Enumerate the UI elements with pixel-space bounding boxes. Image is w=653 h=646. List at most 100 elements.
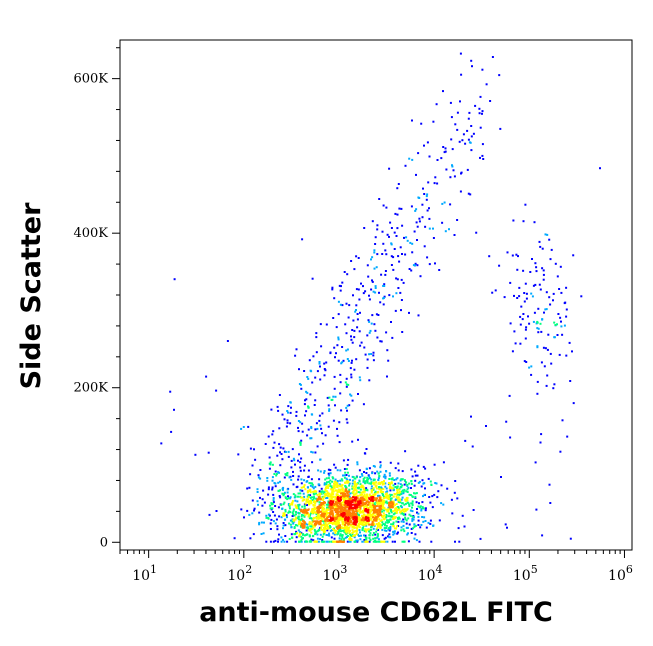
event-point bbox=[348, 474, 350, 477]
event-point bbox=[304, 540, 306, 543]
event-point bbox=[402, 540, 405, 543]
event-point bbox=[436, 182, 439, 185]
event-point bbox=[401, 484, 404, 487]
event-point bbox=[530, 365, 533, 368]
event-point bbox=[303, 505, 306, 508]
event-point bbox=[389, 489, 392, 492]
event-point bbox=[440, 502, 443, 505]
event-point bbox=[357, 499, 360, 502]
event-point bbox=[356, 539, 359, 542]
event-point bbox=[303, 370, 306, 372]
event-point bbox=[344, 507, 347, 510]
event-point bbox=[345, 406, 348, 409]
event-point bbox=[347, 529, 350, 532]
event-point bbox=[443, 151, 446, 154]
event-point bbox=[339, 498, 342, 501]
event-point bbox=[402, 281, 405, 284]
event-point bbox=[370, 528, 373, 531]
event-point bbox=[323, 516, 326, 519]
event-point bbox=[336, 513, 339, 515]
event-point bbox=[381, 534, 384, 537]
event-point bbox=[324, 369, 327, 372]
event-point bbox=[303, 524, 306, 527]
event-point bbox=[372, 516, 374, 519]
event-point bbox=[371, 489, 374, 492]
event-point bbox=[529, 271, 532, 273]
event-point bbox=[357, 510, 360, 513]
event-point bbox=[413, 523, 416, 526]
event-point bbox=[317, 483, 320, 486]
event-point bbox=[344, 523, 346, 526]
event-point bbox=[548, 238, 551, 241]
event-point bbox=[332, 503, 335, 506]
event-point bbox=[344, 481, 347, 484]
event-point bbox=[339, 469, 342, 472]
event-point bbox=[412, 518, 415, 521]
event-point bbox=[569, 537, 572, 540]
event-point bbox=[265, 514, 268, 517]
event-point bbox=[320, 540, 323, 543]
event-point bbox=[279, 480, 281, 483]
event-point bbox=[297, 495, 299, 498]
event-point bbox=[327, 508, 329, 511]
event-point bbox=[329, 529, 332, 532]
event-point bbox=[313, 506, 316, 509]
event-point bbox=[363, 513, 366, 516]
event-point bbox=[331, 491, 334, 494]
event-point bbox=[341, 529, 344, 532]
event-point bbox=[350, 498, 353, 501]
event-point bbox=[397, 183, 400, 185]
event-point bbox=[534, 461, 537, 464]
event-point bbox=[346, 409, 348, 412]
event-point bbox=[378, 291, 380, 294]
event-point bbox=[376, 523, 379, 526]
event-point bbox=[271, 433, 274, 436]
event-point bbox=[329, 352, 332, 355]
event-point bbox=[311, 381, 314, 384]
event-point bbox=[395, 277, 398, 280]
event-point bbox=[291, 448, 294, 451]
event-point bbox=[318, 419, 321, 422]
event-point bbox=[306, 511, 309, 514]
event-point bbox=[352, 531, 355, 534]
event-point bbox=[282, 503, 285, 506]
event-point bbox=[325, 477, 328, 480]
event-point bbox=[305, 529, 308, 532]
event-point bbox=[271, 507, 274, 510]
event-point bbox=[524, 282, 527, 285]
event-point bbox=[368, 515, 371, 518]
event-point bbox=[377, 528, 380, 531]
event-point bbox=[378, 198, 381, 200]
event-point bbox=[376, 535, 379, 538]
event-point bbox=[271, 503, 274, 505]
event-point bbox=[326, 494, 329, 497]
event-point bbox=[376, 515, 379, 518]
event-point bbox=[378, 523, 381, 526]
event-point bbox=[272, 501, 275, 504]
event-point bbox=[381, 483, 384, 486]
event-point bbox=[368, 320, 371, 323]
event-point bbox=[387, 519, 389, 522]
event-point bbox=[357, 513, 360, 516]
event-point bbox=[327, 468, 330, 471]
event-point bbox=[288, 538, 291, 540]
event-point bbox=[366, 513, 369, 516]
event-point bbox=[416, 508, 418, 510]
event-point bbox=[365, 514, 368, 517]
event-point bbox=[352, 294, 354, 297]
event-point bbox=[329, 512, 331, 515]
event-point bbox=[405, 481, 408, 484]
event-point bbox=[355, 484, 358, 487]
event-point bbox=[427, 181, 430, 184]
event-point bbox=[509, 436, 512, 439]
event-point bbox=[362, 490, 365, 493]
event-point bbox=[367, 319, 370, 322]
event-point bbox=[368, 534, 371, 537]
event-point bbox=[381, 524, 383, 527]
event-point bbox=[336, 480, 339, 482]
event-point bbox=[466, 168, 469, 171]
event-point bbox=[270, 502, 273, 505]
event-point bbox=[558, 288, 561, 290]
event-point bbox=[368, 511, 371, 514]
